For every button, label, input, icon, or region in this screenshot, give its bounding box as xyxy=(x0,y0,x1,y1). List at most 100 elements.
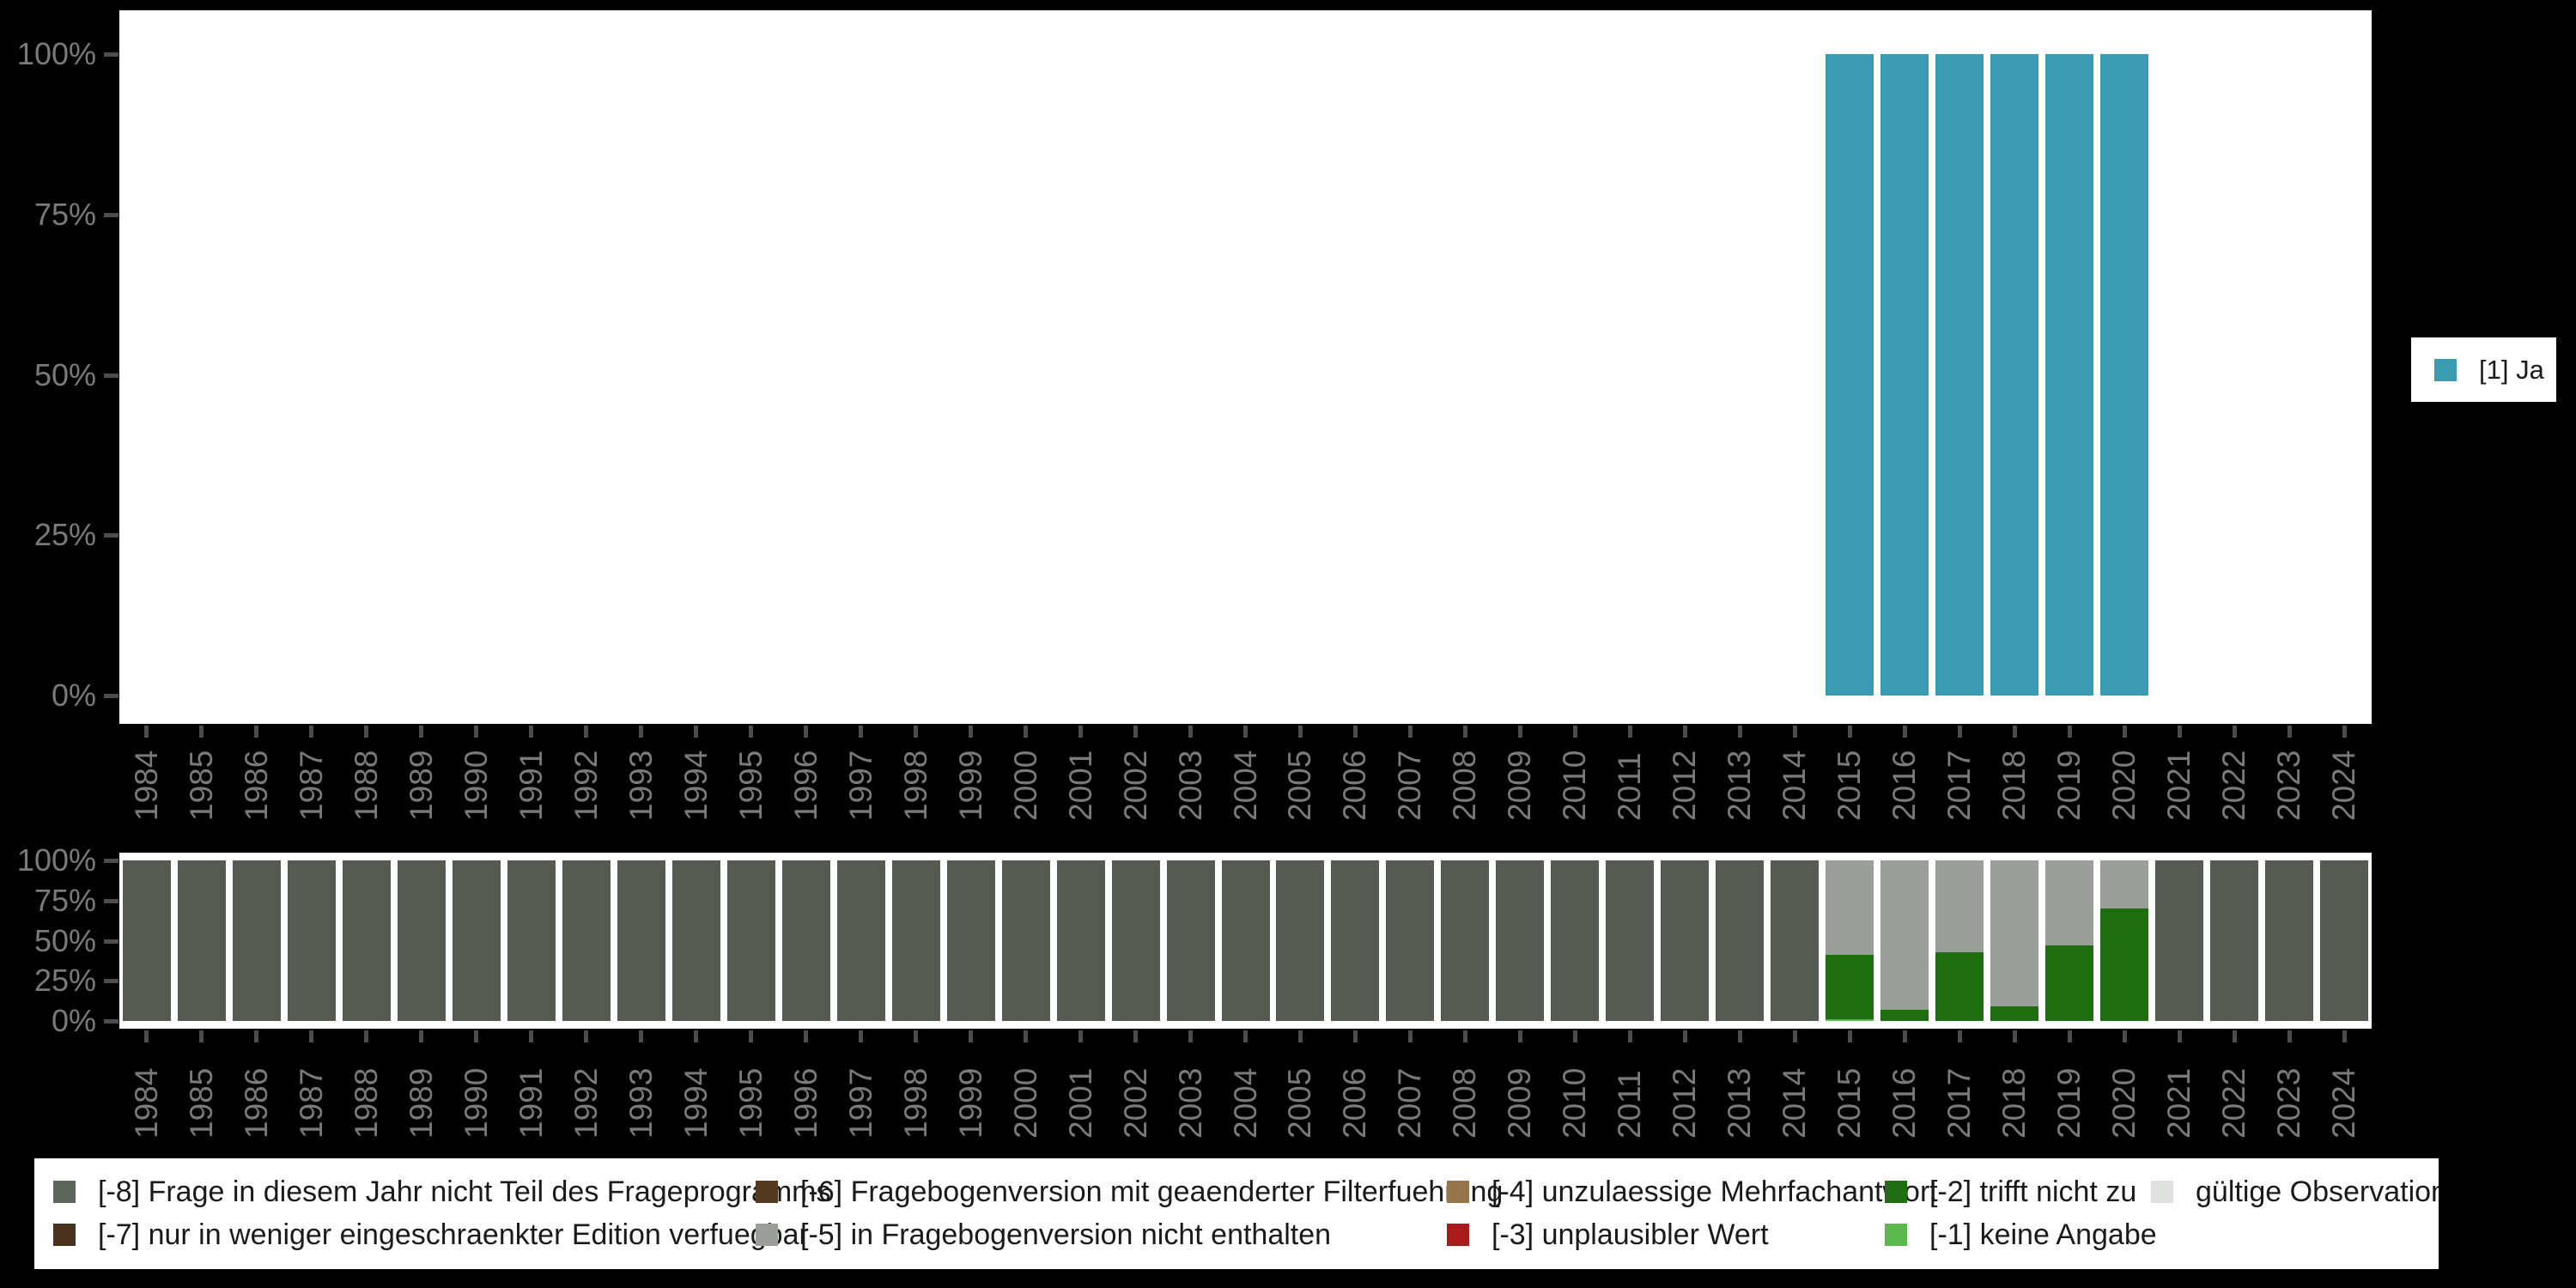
legend-swatch-m7 xyxy=(53,1224,76,1246)
x-axis-tick-label: 2021 xyxy=(2161,1067,2197,1139)
x-axis-tick xyxy=(254,1030,259,1042)
x-axis-tick xyxy=(1407,1030,1413,1042)
x-axis-tick xyxy=(254,726,259,738)
bar-segment-2004 xyxy=(1221,860,1270,1021)
x-axis-tick-label: 1986 xyxy=(238,1067,274,1139)
bar-segment-2018 xyxy=(1990,1006,2039,1021)
x-axis-tick xyxy=(2067,726,2072,738)
x-axis-tick-label: 2004 xyxy=(1227,1067,1263,1139)
x-axis-tick-label: 2007 xyxy=(1392,1067,1428,1139)
x-axis-tick xyxy=(1517,726,1522,738)
bar-segment-2011 xyxy=(1606,860,1655,1021)
x-axis-tick-label: 1994 xyxy=(677,750,714,821)
y-axis-tick xyxy=(104,859,118,863)
x-axis-tick-label: 1986 xyxy=(238,750,274,821)
x-axis-tick-label: 2006 xyxy=(1337,1067,1373,1139)
y-axis-tick xyxy=(104,212,118,217)
legend-item-m2: [-2] trifft nicht zu xyxy=(1885,1176,2136,1208)
x-axis-tick-label: 1992 xyxy=(568,750,604,821)
x-axis-tick-label: 2017 xyxy=(1941,1067,1978,1139)
x-axis-tick xyxy=(2287,726,2292,738)
x-axis-tick-label: 1997 xyxy=(842,750,878,821)
y-axis-tick-label: 75% xyxy=(33,882,96,918)
x-axis-tick-label: 1999 xyxy=(952,1067,988,1139)
y-axis-tick-label: 100% xyxy=(16,842,96,878)
x-axis-tick xyxy=(1682,1030,1687,1042)
x-axis-tick-label: 1989 xyxy=(403,750,439,821)
x-axis-tick-label: 1985 xyxy=(183,750,219,821)
x-axis-tick-label: 2019 xyxy=(2051,1067,2087,1139)
x-axis-tick-label: 2013 xyxy=(1722,750,1758,821)
x-axis-tick xyxy=(2122,1030,2127,1042)
bar-segment-2020 xyxy=(2100,54,2149,696)
x-axis-tick-label: 2011 xyxy=(1612,1070,1648,1139)
x-axis-tick xyxy=(2232,726,2237,738)
legend-swatch-m5 xyxy=(756,1224,778,1246)
y-axis-tick xyxy=(104,373,118,378)
bar-segment-2018 xyxy=(1990,860,2039,1007)
bar-segment-2016 xyxy=(1880,1009,1929,1021)
x-axis-tick-label: 2018 xyxy=(1996,1067,2032,1139)
x-axis-tick-label: 1985 xyxy=(183,1067,219,1139)
x-axis-tick xyxy=(529,1030,534,1042)
x-axis-tick-label: 2009 xyxy=(1502,750,1538,821)
bar-segment-1988 xyxy=(342,860,391,1021)
x-axis-tick-label: 1987 xyxy=(293,1067,329,1139)
x-axis-tick-label: 1993 xyxy=(623,1067,659,1139)
y-axis-tick-label: 0% xyxy=(51,1003,96,1038)
x-axis-tick xyxy=(1024,1030,1029,1042)
x-axis-tick xyxy=(1297,726,1303,738)
x-axis-tick xyxy=(1407,726,1413,738)
bar-segment-2024 xyxy=(2320,860,2368,1021)
x-axis-tick xyxy=(2342,726,2347,738)
x-axis-tick-label: 1989 xyxy=(403,1067,439,1139)
x-axis-tick xyxy=(1682,726,1687,738)
x-axis-tick xyxy=(639,1030,644,1042)
x-axis-tick xyxy=(1572,1030,1577,1042)
x-axis-tick-label: 2010 xyxy=(1557,750,1593,821)
legend-item-m6: [-6] Fragebogenversion mit geaenderter F… xyxy=(756,1176,1503,1208)
x-axis-tick-label: 1988 xyxy=(348,1067,384,1139)
bar-segment-2001 xyxy=(1056,860,1105,1021)
y-axis-tick xyxy=(104,979,118,984)
x-axis-tick xyxy=(144,1030,149,1042)
bar-segment-2003 xyxy=(1166,860,1215,1021)
x-axis-tick xyxy=(2067,1030,2072,1042)
bar-segment-1997 xyxy=(836,860,885,1021)
x-axis-tick-label: 2003 xyxy=(1172,1067,1208,1139)
x-axis-tick xyxy=(1188,726,1194,738)
bar-segment-2019 xyxy=(2045,945,2094,1021)
x-axis-tick-label: 1995 xyxy=(732,1067,769,1139)
legend-item-m8: [-8] Frage in diesem Jahr nicht Teil des… xyxy=(53,1176,831,1208)
x-axis-tick-label: 2000 xyxy=(1007,1067,1043,1139)
x-axis-tick-label: 1995 xyxy=(732,750,769,821)
x-axis-tick xyxy=(969,1030,974,1042)
x-axis-tick xyxy=(1352,1030,1358,1042)
x-axis-tick xyxy=(1957,1030,1962,1042)
x-axis-tick xyxy=(639,726,644,738)
x-axis-tick-label: 2002 xyxy=(1117,750,1153,821)
x-axis-tick-label: 2006 xyxy=(1337,750,1373,821)
x-axis-tick-label: 2005 xyxy=(1282,1067,1318,1139)
x-axis-tick-label: 2023 xyxy=(2271,1067,2307,1139)
x-axis-tick-label: 2020 xyxy=(2106,750,2142,821)
bar-segment-2015 xyxy=(1826,860,1874,956)
x-axis-tick-label: 2016 xyxy=(1886,750,1923,821)
x-axis-tick-label: 1998 xyxy=(897,750,933,821)
x-axis-tick xyxy=(2012,726,2017,738)
x-axis-tick-label: 1988 xyxy=(348,750,384,821)
legend-swatch-m4 xyxy=(1447,1181,1469,1203)
x-axis-tick xyxy=(584,726,589,738)
x-axis-tick-label: 1990 xyxy=(458,750,494,821)
x-axis-tick xyxy=(1792,1030,1797,1042)
x-axis-tick-label: 1990 xyxy=(458,1067,494,1139)
bar-segment-1987 xyxy=(287,860,336,1021)
legend-swatch-m3 xyxy=(1447,1224,1469,1246)
x-axis-tick xyxy=(1024,726,1029,738)
x-axis-tick xyxy=(1902,726,1907,738)
x-axis-tick-label: 2016 xyxy=(1886,1067,1923,1139)
legend-label-m4: [-4] unzulaessige Mehrfachantwort xyxy=(1492,1175,1938,1208)
x-axis-tick-label: 2001 xyxy=(1062,1067,1098,1139)
y-axis-tick-label: 50% xyxy=(33,922,96,958)
x-axis-tick xyxy=(969,726,974,738)
